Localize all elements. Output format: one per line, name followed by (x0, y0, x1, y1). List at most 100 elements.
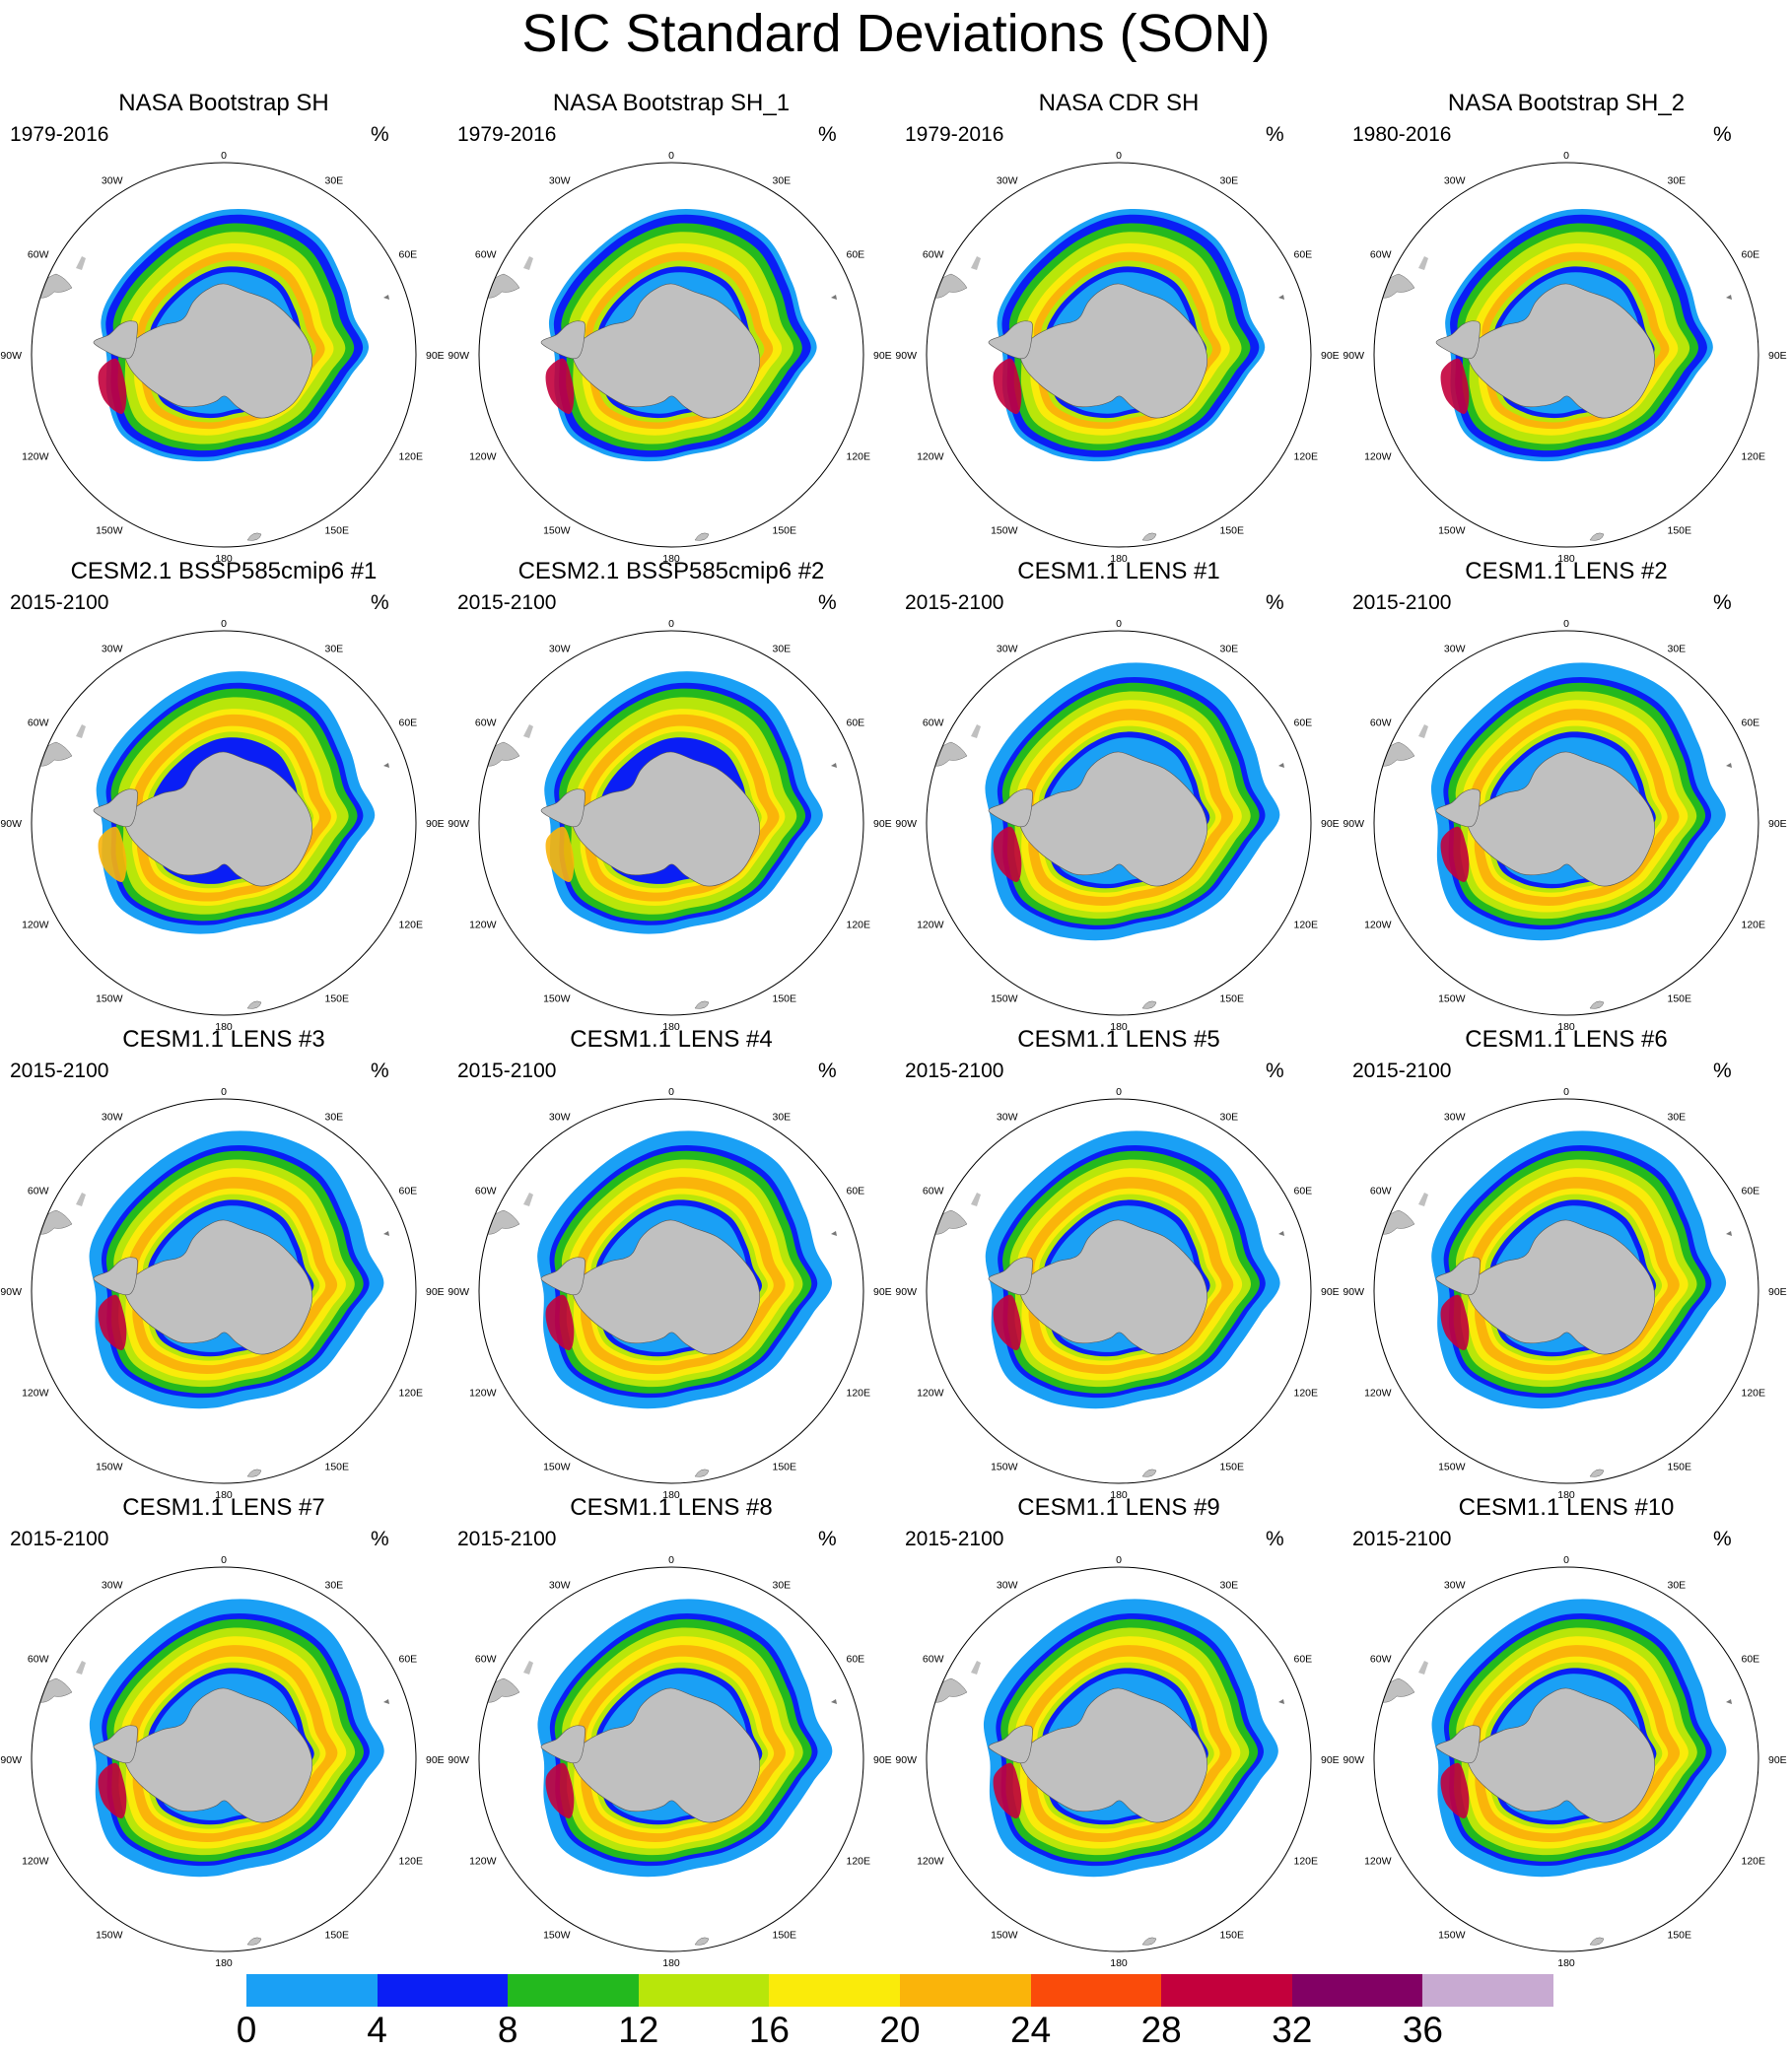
panel-units: % (1713, 591, 1732, 614)
polar-map: 0 30E 60E 90E 120E 150E 180 150W 120W 90W 60W 30W (448, 1086, 891, 1501)
panel-units: % (1713, 123, 1732, 146)
island-land (1726, 1231, 1732, 1236)
antarctic-peninsula (1435, 788, 1481, 828)
longitude-label: 150W (96, 525, 123, 537)
longitude-label: 60E (399, 1186, 418, 1197)
antarctica-land (1019, 751, 1208, 887)
antarctica-land (1467, 1687, 1656, 1823)
panel-period: 2015-2100 (905, 1060, 1004, 1082)
longitude-label: 30W (102, 175, 123, 187)
island-land (971, 256, 981, 270)
antarctica-land (124, 283, 313, 419)
longitude-label: 90E (873, 350, 892, 362)
high-variability-zone (98, 1762, 127, 1819)
map-boundary (478, 630, 864, 1016)
longitude-label: 120E (1742, 920, 1766, 931)
longitude-label: 180 (215, 1021, 233, 1033)
longitude-label: 180 (1110, 1957, 1128, 1969)
antarctica-land (124, 1219, 313, 1355)
antarctic-peninsula (1435, 1725, 1481, 1764)
island-land (831, 1231, 837, 1236)
south-america-land (929, 1209, 968, 1235)
south-america-land (929, 273, 968, 299)
longitude-label: 30W (102, 1580, 123, 1592)
map-boundary (1373, 162, 1759, 548)
high-variability-zone (993, 826, 1022, 883)
island-land (1726, 295, 1732, 300)
island-land (76, 1661, 86, 1675)
longitude-label: 120W (22, 451, 49, 463)
antarctic-peninsula (988, 788, 1033, 828)
island-land (1278, 1231, 1284, 1236)
longitude-label: 60E (399, 249, 418, 261)
longitude-label: 150E (325, 1462, 350, 1473)
longitude-label: 60W (1370, 1654, 1392, 1666)
longitude-label: 180 (215, 1489, 233, 1501)
panel-title: NASA Bootstrap SH_1 (552, 90, 791, 116)
polar-map: 0 30E 60E 90E 120E 150E 180 150W 120W 90W 60W 30W (0, 150, 444, 565)
longitude-label: 60E (1742, 249, 1760, 261)
longitude-label: 90E (1321, 818, 1340, 830)
island-land (383, 763, 389, 768)
panel-period: 2015-2100 (905, 591, 1004, 614)
longitude-label: 30E (1668, 175, 1687, 187)
longitude-label: 90E (1321, 350, 1340, 362)
island-land (523, 1193, 533, 1206)
longitude-label: 60E (1742, 718, 1760, 729)
map-boundary (926, 630, 1312, 1016)
south-america-land (1376, 1209, 1415, 1235)
longitude-label: 90W (0, 1754, 22, 1766)
longitude-label: 0 (1116, 150, 1122, 162)
longitude-label: 30E (325, 1112, 344, 1124)
longitude-label: 30W (997, 175, 1018, 187)
longitude-label: 120E (1742, 1388, 1766, 1400)
map-panel: CESM1.1 LENS #4 2015-2100% 0 30E 60E 90E 120E 1… (448, 1025, 895, 1501)
longitude-label: 120W (1364, 1856, 1392, 1868)
longitude-label: 90E (1768, 818, 1787, 830)
panel-units: % (1713, 1528, 1732, 1550)
polar-map: 0 30E 60E 90E 120E 150E 180 150W 120W 90W 60W 30W (0, 1086, 444, 1501)
longitude-label: 120E (399, 1856, 424, 1868)
longitude-label: 0 (1116, 1086, 1122, 1098)
longitude-label: 180 (662, 1021, 680, 1033)
panel-units: % (1266, 1528, 1284, 1550)
longitude-label: 60W (923, 1186, 944, 1197)
polar-map: 0 30E 60E 90E 120E 150E 180 150W 120W 90W 60W 30W (1343, 1086, 1786, 1501)
antarctica-land (1019, 1687, 1208, 1823)
longitude-label: 90E (426, 1754, 445, 1766)
island-land (971, 724, 981, 738)
map-panel: CESM1.1 LENS #9 2015-2100% 0 30E 60E 90E 120E 1… (895, 1493, 1343, 1969)
map-boundary (1373, 630, 1759, 1016)
longitude-label: 60E (1294, 1186, 1313, 1197)
panel-title: NASA CDR SH (1038, 90, 1200, 116)
south-america-land (481, 1209, 520, 1235)
south-america-land (929, 741, 968, 767)
longitude-label: 90W (895, 1286, 917, 1298)
longitude-label: 60W (475, 718, 497, 729)
longitude-label: 60W (28, 1186, 49, 1197)
longitude-label: 60W (923, 1654, 944, 1666)
island-land (1141, 1469, 1157, 1477)
map-boundary (926, 162, 1312, 548)
longitude-label: 120E (1742, 451, 1766, 463)
longitude-label: 150W (543, 1462, 571, 1473)
longitude-label: 60E (399, 718, 418, 729)
longitude-label: 60E (847, 1186, 865, 1197)
longitude-label: 60W (28, 1654, 49, 1666)
longitude-label: 60W (475, 1186, 497, 1197)
longitude-label: 180 (215, 553, 233, 565)
longitude-label: 120E (847, 1388, 871, 1400)
longitude-label: 120W (917, 1388, 944, 1400)
panel-period: 1979-2016 (10, 123, 109, 146)
figure-title: SIC Standard Deviations (SON) (521, 4, 1271, 63)
longitude-label: 0 (668, 1086, 674, 1098)
longitude-label: 30W (1444, 175, 1466, 187)
panel-units: % (371, 1528, 389, 1550)
map-boundary (1373, 1098, 1759, 1484)
longitude-label: 30W (549, 1580, 571, 1592)
panel-title: CESM1.1 LENS #1 (1017, 558, 1220, 584)
longitude-label: 120W (22, 920, 49, 931)
longitude-label: 30E (773, 175, 792, 187)
longitude-label: 30E (773, 1112, 792, 1124)
island-land (694, 1937, 710, 1946)
